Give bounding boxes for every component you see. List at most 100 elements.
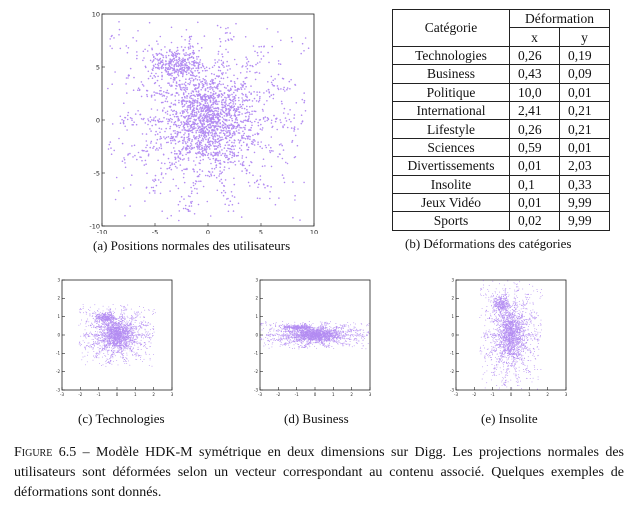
- user-point: [225, 97, 227, 99]
- user-point: [170, 109, 173, 111]
- user-point: [129, 329, 131, 331]
- user-point: [257, 143, 259, 146]
- user-point: [109, 317, 111, 319]
- user-point: [187, 58, 189, 60]
- user-point: [111, 333, 112, 335]
- user-point: [109, 317, 111, 318]
- user-point: [203, 113, 205, 115]
- user-point: [136, 335, 138, 337]
- user-point: [197, 139, 200, 142]
- user-point: [122, 356, 124, 358]
- user-point: [110, 349, 112, 351]
- user-point: [113, 346, 115, 347]
- user-point: [100, 317, 102, 319]
- user-point: [102, 364, 104, 366]
- user-point: [179, 153, 182, 155]
- user-point: [219, 40, 222, 43]
- user-point: [225, 107, 227, 110]
- user-point: [167, 70, 169, 73]
- user-point: [190, 68, 193, 70]
- user-point: [169, 74, 172, 76]
- user-point: [202, 158, 204, 161]
- user-point: [167, 122, 169, 125]
- user-point: [111, 330, 113, 331]
- user-point: [181, 75, 184, 78]
- user-point: [126, 336, 128, 338]
- user-point: [178, 149, 180, 152]
- user-point: [110, 336, 112, 338]
- user-point: [182, 159, 184, 161]
- user-point: [179, 65, 182, 67]
- user-point: [119, 328, 121, 330]
- user-point: [100, 318, 102, 320]
- user-point: [122, 350, 124, 351]
- user-point: [91, 313, 93, 315]
- user-point: [223, 147, 226, 149]
- user-point: [145, 343, 147, 345]
- user-point: [151, 124, 153, 127]
- user-point: [188, 117, 191, 120]
- user-point: [129, 334, 130, 336]
- user-point: [233, 183, 236, 186]
- user-point: [125, 341, 127, 343]
- user-point: [277, 31, 279, 33]
- user-point: [126, 325, 128, 327]
- user-point: [280, 121, 282, 124]
- user-point: [184, 60, 186, 62]
- user-point: [104, 316, 106, 318]
- user-point: [209, 99, 212, 102]
- user-point: [126, 330, 128, 332]
- user-point: [152, 333, 154, 334]
- user-point: [245, 56, 247, 58]
- user-point: [114, 327, 116, 329]
- user-point: [260, 141, 262, 143]
- user-point: [272, 79, 274, 82]
- user-point: [175, 50, 178, 53]
- user-point: [187, 92, 190, 95]
- user-point: [246, 144, 248, 147]
- user-point: [147, 77, 150, 80]
- user-point: [90, 332, 92, 334]
- user-point: [170, 133, 172, 135]
- user-point: [289, 109, 291, 111]
- user-point: [153, 74, 155, 77]
- user-point: [246, 62, 248, 64]
- user-point: [186, 124, 188, 126]
- user-point: [226, 84, 229, 87]
- user-point: [173, 64, 175, 67]
- user-point: [215, 166, 217, 169]
- user-point: [114, 321, 116, 323]
- user-point: [102, 333, 104, 334]
- user-point: [192, 49, 195, 52]
- user-point: [94, 311, 96, 313]
- user-point: [228, 112, 231, 115]
- user-point: [143, 149, 145, 152]
- user-point: [160, 162, 163, 164]
- user-point: [140, 118, 143, 120]
- user-point: [181, 136, 183, 138]
- user-point: [101, 332, 103, 334]
- user-point: [132, 319, 134, 321]
- user-point: [235, 127, 237, 130]
- user-point: [170, 139, 172, 142]
- user-point: [175, 91, 178, 94]
- user-point: [160, 173, 163, 176]
- user-point: [92, 347, 94, 349]
- user-point: [196, 69, 199, 72]
- user-point: [139, 326, 141, 327]
- user-point: [257, 133, 260, 135]
- user-point: [109, 334, 111, 335]
- user-point: [88, 342, 90, 344]
- user-point: [133, 311, 135, 313]
- user-point: [150, 96, 153, 98]
- user-point: [112, 322, 114, 323]
- user-point: [233, 113, 236, 115]
- user-point: [196, 145, 199, 148]
- user-point: [219, 163, 222, 165]
- user-point: [176, 136, 178, 138]
- user-point: [88, 345, 90, 347]
- user-point: [120, 330, 122, 332]
- user-point: [160, 167, 162, 170]
- user-point: [145, 150, 147, 153]
- user-point: [210, 162, 212, 165]
